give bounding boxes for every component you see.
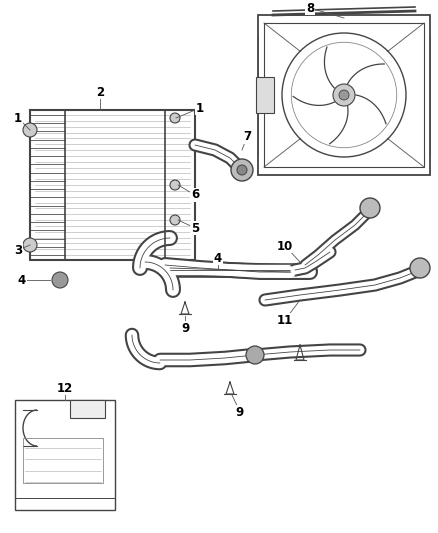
Circle shape [246, 346, 264, 364]
Circle shape [360, 198, 380, 218]
Circle shape [333, 84, 355, 106]
Circle shape [339, 90, 349, 100]
Circle shape [23, 238, 37, 252]
Bar [264, 23, 424, 167]
Text: 10: 10 [277, 239, 293, 253]
Text: 4: 4 [18, 273, 26, 287]
Text: 4: 4 [214, 252, 222, 264]
Circle shape [23, 123, 37, 137]
Text: 9: 9 [181, 321, 189, 335]
Text: 7: 7 [243, 131, 251, 143]
Text: 11: 11 [277, 313, 293, 327]
Circle shape [410, 258, 430, 278]
Circle shape [231, 159, 253, 181]
Circle shape [170, 215, 180, 225]
Bar [256, 77, 274, 113]
Circle shape [170, 180, 180, 190]
Circle shape [237, 165, 247, 175]
Text: 3: 3 [14, 244, 22, 256]
Bar [23, 438, 103, 483]
Text: 2: 2 [96, 85, 104, 99]
Bar [70, 400, 105, 418]
Text: 12: 12 [57, 382, 73, 394]
Text: 6: 6 [191, 189, 199, 201]
Text: 1: 1 [196, 101, 204, 115]
Bar [15, 400, 115, 510]
Bar [258, 15, 430, 175]
Text: 8: 8 [306, 2, 314, 14]
Text: 1: 1 [14, 111, 22, 125]
Circle shape [52, 272, 68, 288]
Text: 5: 5 [191, 222, 199, 235]
Text: 9: 9 [236, 406, 244, 418]
Circle shape [170, 113, 180, 123]
